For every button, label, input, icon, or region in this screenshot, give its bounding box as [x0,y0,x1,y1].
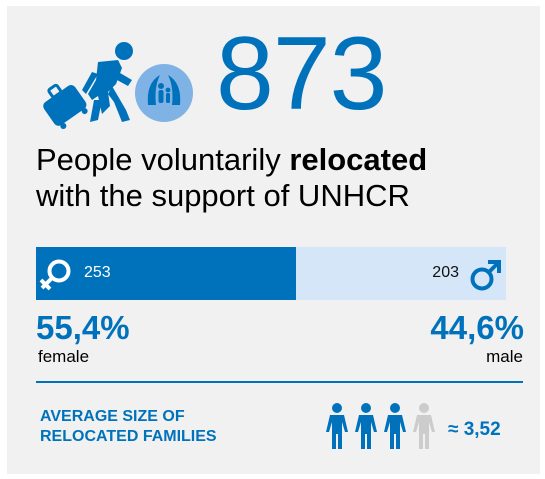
headline-bold: relocated [289,142,428,177]
average-family-size-label: AVERAGE SIZE OF RELOCATED FAMILIES [40,407,280,447]
unhcr-protection-icon [135,64,193,122]
divider [36,381,523,383]
female-count: 253 [84,264,111,281]
average-family-size-value: ≈ 3,52 [448,419,501,440]
headline-part2: with the support of UNHCR [36,178,410,213]
female-percent: 55,4% [36,309,130,346]
traveler-with-luggage-icon [43,42,133,129]
male-count: 203 [432,264,459,281]
person-icon-partial [413,403,435,449]
avg-label-line2: RELOCATED FAMILIES [40,428,217,445]
male-percent: 44,6% [430,309,524,346]
person-icon [355,403,377,449]
person-icon [326,403,348,449]
gender-bar [36,247,506,300]
headline-part1: People voluntarily [36,142,290,177]
female-symbol-icon [39,259,71,291]
male-label: male [486,347,523,366]
male-symbol-icon [470,260,501,291]
female-bar-fill [36,247,296,300]
person-icon [384,403,406,449]
female-label: female [38,347,90,366]
family-people-icons [326,403,435,449]
headline: People voluntarily relocated with the su… [36,142,427,214]
avg-label-line1: AVERAGE SIZE OF [40,408,185,425]
relocated-count: 873 [216,16,388,132]
